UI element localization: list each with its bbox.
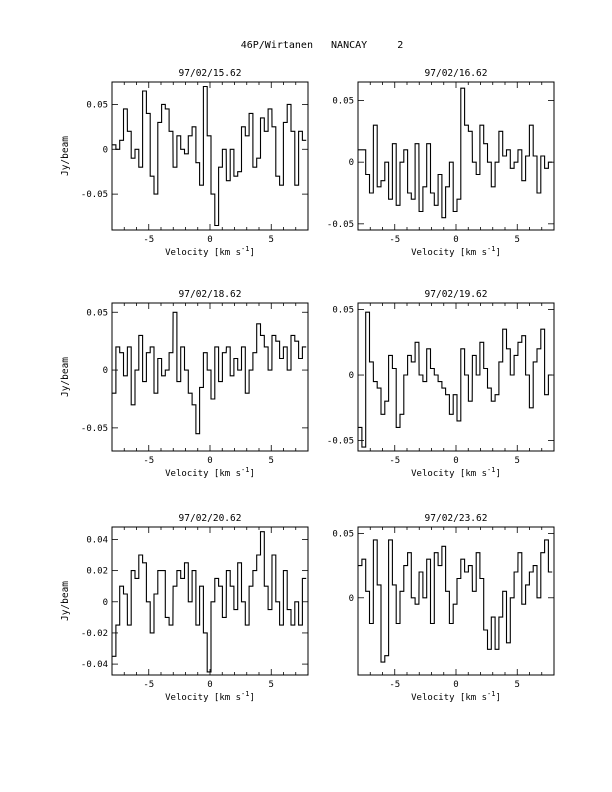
spectrum-line (112, 311, 307, 435)
y-tick-label: -0.05 (81, 190, 108, 200)
page-title: 46P/Wirtanen NANCAY 2 (241, 40, 404, 51)
plot-frame (111, 302, 309, 452)
y-tick-label: 0.05 (86, 100, 108, 110)
spectra-panels: 97/02/15.62 -5 0 5 -0.05 0 0.05 Velocity [km s-… (60, 68, 555, 703)
x-tick-label: 0 (453, 235, 458, 245)
x-tick-label: 5 (515, 456, 520, 466)
x-tick-label: 5 (269, 235, 274, 245)
x-axis-label: Velocity [km s-1] (411, 466, 501, 479)
y-tick-label: 0 (103, 598, 108, 608)
plot-frame (111, 81, 309, 231)
y-axis-label: Jy/beam (60, 136, 71, 176)
spectrum-line (358, 311, 553, 448)
y-tick-label: 0.05 (332, 529, 354, 539)
x-tick-label: -5 (389, 680, 400, 690)
panel-4: 97/02/19.62 -5 0 5 -0.05 0 0.05 Velocity [km s-… (327, 289, 555, 479)
y-tick-label: -0.05 (81, 424, 108, 434)
plot-frame (357, 81, 555, 231)
plot-frame (357, 526, 555, 676)
x-tick-label: -5 (143, 680, 154, 690)
x-tick-label: 0 (207, 235, 212, 245)
y-tick-label: 0 (103, 366, 108, 376)
x-tick-label: 5 (515, 235, 520, 245)
y-axis-label: Jy/beam (60, 357, 71, 397)
panel-title: 97/02/20.62 (179, 513, 242, 524)
x-axis-label: Velocity [km s-1] (165, 466, 255, 479)
x-tick-label: 0 (207, 680, 212, 690)
y-tick-label: 0.05 (86, 308, 108, 318)
panel-title: 97/02/18.62 (179, 289, 242, 300)
x-tick-label: 5 (269, 456, 274, 466)
x-tick-label: -5 (389, 456, 400, 466)
y-tick-label: 0 (349, 594, 354, 604)
y-tick-label: 0.05 (332, 97, 354, 107)
plot-frame (357, 302, 555, 452)
y-tick-label: -0.05 (327, 437, 354, 447)
panel-6: 97/02/23.62 -5 0 5 0 0.05 Velocity [km s-1] (332, 513, 555, 703)
x-axis-label: Velocity [km s-1] (165, 245, 255, 258)
y-tick-label: 0.02 (86, 567, 108, 577)
x-tick-label: -5 (143, 456, 154, 466)
panel-title: 97/02/23.62 (425, 513, 488, 524)
x-tick-label: -5 (389, 235, 400, 245)
y-tick-label: 0 (349, 158, 354, 168)
y-tick-label: -0.04 (81, 660, 108, 670)
x-axis-label: Velocity [km s-1] (165, 690, 255, 703)
y-tick-label: 0 (349, 371, 354, 381)
panel-title: 97/02/19.62 (425, 289, 488, 300)
panel-5: 97/02/20.62 -5 0 5 -0.04 -0.02 0 0.02 0.04 Veloci… (60, 513, 309, 703)
panel-title: 97/02/16.62 (425, 68, 488, 79)
spectrum-line (358, 539, 553, 663)
panel-2: 97/02/16.62 -5 0 5 -0.05 0 0.05 Velocity [km s-… (327, 68, 555, 258)
y-axis-label: Jy/beam (60, 581, 71, 621)
spectrum-line (112, 531, 307, 673)
y-tick-label: 0.04 (86, 535, 108, 545)
y-tick-label: 0.05 (332, 306, 354, 316)
x-tick-label: 0 (207, 456, 212, 466)
x-axis-label: Velocity [km s-1] (411, 245, 501, 258)
x-tick-label: 0 (453, 456, 458, 466)
y-tick-label: 0 (103, 145, 108, 155)
spectrum-line (112, 85, 307, 227)
panel-1: 97/02/15.62 -5 0 5 -0.05 0 0.05 Velocity [km s-… (60, 68, 309, 258)
x-tick-label: 5 (269, 680, 274, 690)
y-tick-label: -0.05 (327, 220, 354, 230)
x-axis-label: Velocity [km s-1] (411, 690, 501, 703)
x-tick-label: -5 (143, 235, 154, 245)
panel-title: 97/02/15.62 (179, 68, 242, 79)
x-tick-label: 0 (453, 680, 458, 690)
x-tick-label: 5 (515, 680, 520, 690)
y-tick-label: -0.02 (81, 629, 108, 639)
spectrum-line (358, 87, 553, 219)
panel-3: 97/02/18.62 -5 0 5 -0.05 0 0.05 Velocity [km s-… (60, 289, 309, 479)
plot-frame (111, 526, 309, 676)
